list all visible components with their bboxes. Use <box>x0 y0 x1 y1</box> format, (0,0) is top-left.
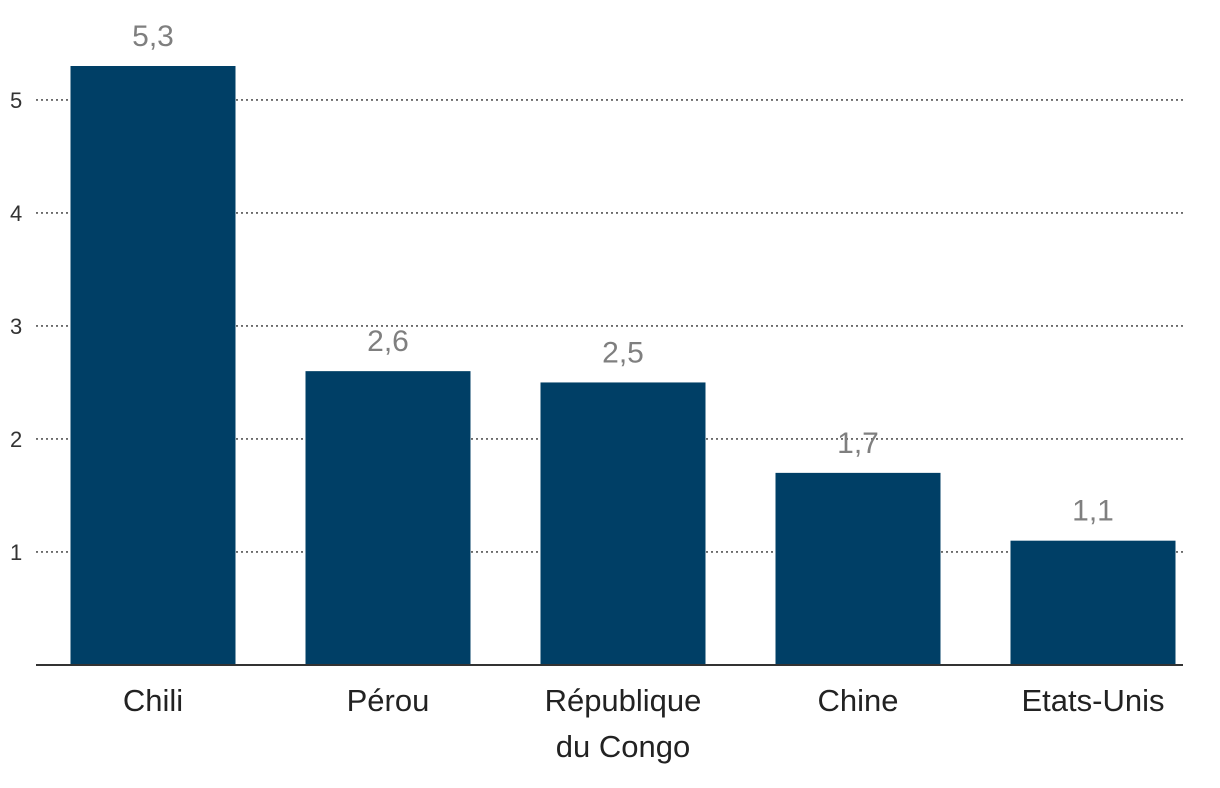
value-labels: 5,3 2,6 2,5 1,7 1,1 <box>132 20 1114 528</box>
y-tick-label-4: 4 <box>10 201 22 226</box>
y-tick-label-5: 5 <box>10 88 22 113</box>
value-label-3: 2,5 <box>602 336 644 369</box>
value-label-1: 5,3 <box>132 20 174 53</box>
x-tick-label-line: Pérou <box>347 683 430 718</box>
value-label-2: 2,6 <box>367 325 409 358</box>
x-tick-label-1: Chili <box>123 683 183 718</box>
y-axis-ticks: 1 2 3 4 5 <box>10 88 22 565</box>
bar-5 <box>1010 540 1176 665</box>
x-tick-label-2: Pérou <box>347 683 430 718</box>
x-tick-label-4: Chine <box>818 683 899 718</box>
bars <box>70 66 1176 665</box>
y-tick-label-2: 2 <box>10 427 22 452</box>
x-tick-label-3: République du Congo <box>545 683 702 764</box>
x-tick-label-line: Chili <box>123 683 183 718</box>
x-tick-label-5: Etats-Unis <box>1022 683 1165 718</box>
x-tick-label-line: République <box>545 683 702 718</box>
x-tick-label-line: Etats-Unis <box>1022 683 1165 718</box>
x-tick-label-line: du Congo <box>556 729 690 764</box>
bar-2 <box>305 371 471 665</box>
value-label-5: 1,1 <box>1072 495 1114 528</box>
value-label-4: 1,7 <box>837 427 879 460</box>
x-axis-labels: Chili Pérou République du Congo Chine Etats-U… <box>123 683 1165 764</box>
x-tick-label-line: Chine <box>818 683 899 718</box>
bar-1 <box>70 66 236 665</box>
bar-4 <box>775 472 941 665</box>
bar-3 <box>540 382 706 665</box>
y-tick-label-3: 3 <box>10 314 22 339</box>
y-tick-label-1: 1 <box>10 540 22 565</box>
